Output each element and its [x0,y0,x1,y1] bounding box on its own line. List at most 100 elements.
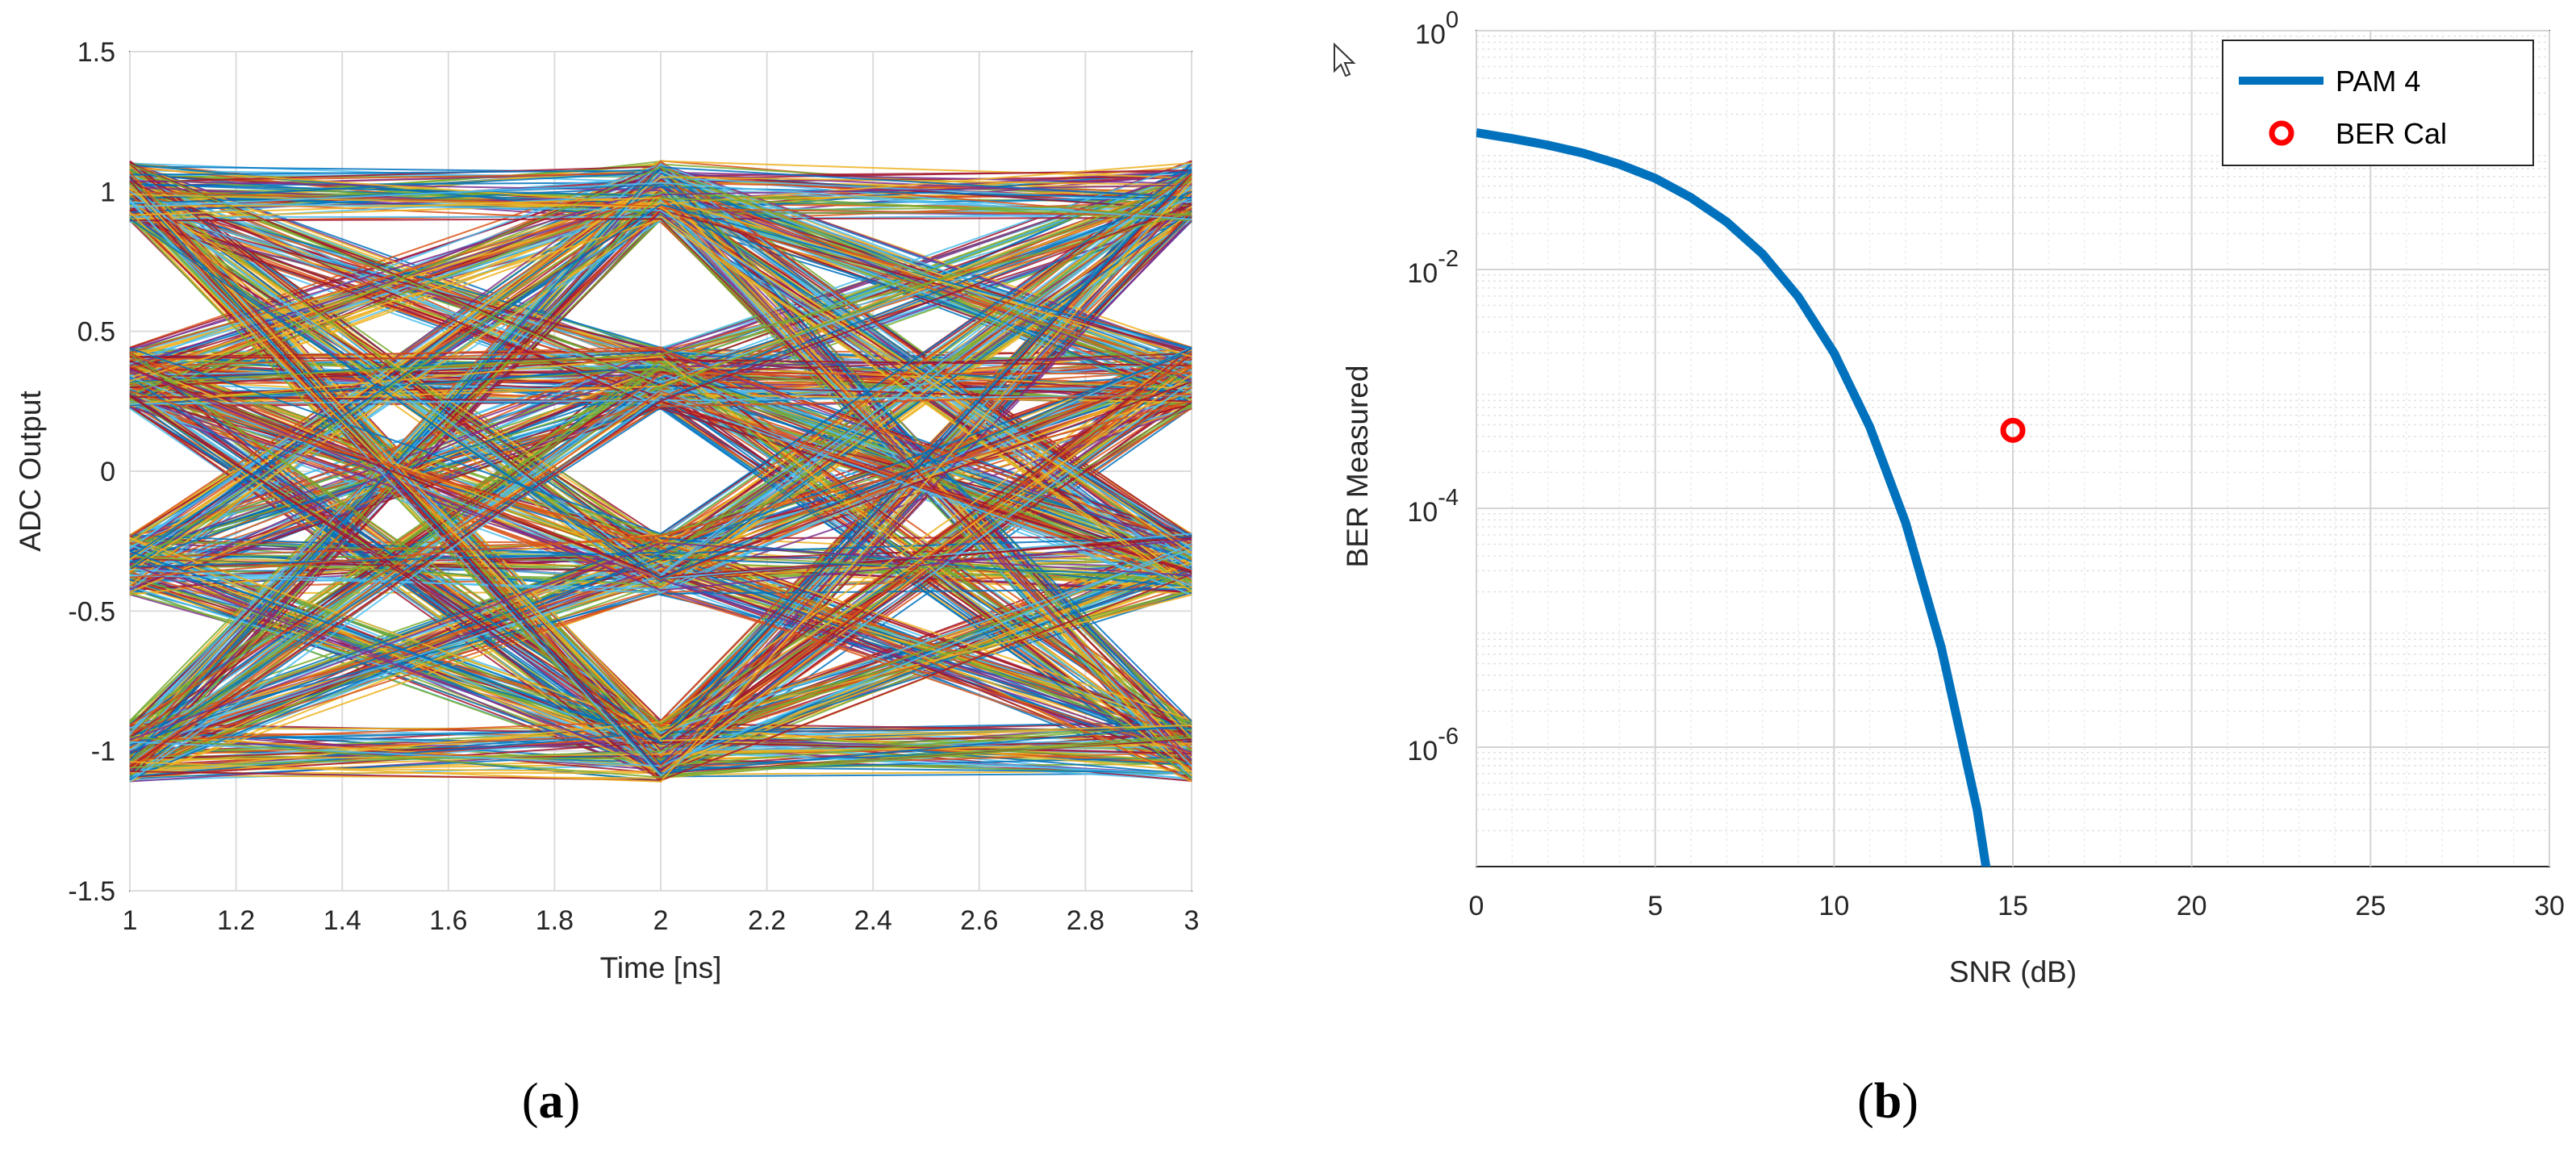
panel-a-eye-trace [129,545,1192,777]
panel-a-eye-trace [129,219,1192,562]
panel-a-eye-trace [129,170,1192,734]
panel-a-xtick-label: 1 [123,905,138,936]
panel-a-eye-trace [129,170,1192,745]
panel-b-ytick-label: 10-6 [1407,724,1459,767]
panel-a-eye-trace [129,346,1192,721]
panel-a-eye-trace [129,366,1192,579]
panel-a-eye-trace [129,547,1192,769]
panel-b-xtick-label: 25 [2355,891,2386,921]
panel-a-eye-trace [129,210,1192,584]
legend-entry-bercal: BER Cal [2336,117,2447,150]
panel-a-eye-trace [129,180,1192,754]
panel-a-xtick-label: 3 [1184,905,1200,936]
panel-a-eye-trace [129,390,1192,766]
panel-b-legend: PAM 4 BER Cal [2222,40,2534,166]
panel-a-eye-trace [129,194,1192,765]
panel-a-chart: 1 1.2 1.4 1.6 1.8 2 2.2 2.4 2.6 2.8 3 -1.5 -1 -0.5 0 0.… [14,37,1199,1129]
panel-a-eye-trace [129,175,1192,751]
mouse-cursor-icon [1334,42,1356,77]
panel-a-eye-trace [129,350,1192,736]
panel-a-ticks: 1 1.2 1.4 1.6 1.8 2 2.2 2.4 2.6 2.8 3 -1.5 -1 -0.5 0 0.… [68,37,1199,936]
panel-a-eye-trace [129,364,1192,763]
panel-a-eye-trace [129,198,1192,777]
panel-b-chart: 0 5 10 15 20 25 30 10-6 10-4 10-2 100 SNR (dB) BER… [1341,7,2565,1129]
panel-a-eye-trace [129,215,1192,593]
panel-a-eye-trace [129,406,1192,779]
panel-a-eye-trace [129,180,1192,765]
legend-entry-pam4: PAM 4 [2336,65,2420,98]
panel-a-eye-trace [129,188,1192,721]
panel-b-grid [1476,30,2550,867]
panel-b-ticks: 0 5 10 15 20 25 30 10-6 10-4 10-2 100 [1407,7,2565,921]
panel-a-eye-trace [129,186,1192,751]
panel-b-xlabel: SNR (dB) [1949,955,2077,988]
panel-a-eye-trace [129,163,1192,389]
panel-a-ytick-label: 1.5 [77,37,115,68]
panel-a-eye-trace [129,181,1192,572]
panel-a-xtick-label: 2.4 [854,905,892,936]
panel-a-eye-trace [129,393,1192,726]
panel-b-ytick-label: 10-2 [1407,246,1459,289]
panel-a-eye-trace [129,174,1192,732]
panel-a-eye-trace [129,728,1192,760]
panel-a-xtick-label: 2.6 [960,905,998,936]
panel-a-eye-trace [129,203,1192,558]
panel-b-xtick-label: 10 [1818,891,1849,921]
panel-a-eye-trace [129,207,1192,750]
panel-a-eye-trace [129,203,1192,768]
panel-a-xtick-label: 2.2 [748,905,786,936]
panel-a-eye-trace [129,353,1192,737]
panel-a-eye-trace [129,537,1192,731]
panel-a-eye-trace [129,181,1192,783]
panel-b-ylabel: BER Measured [1341,366,1374,568]
panel-a-eye-trace [129,191,1192,402]
panel-a-eye-trace [129,397,1192,729]
panel-a-eye-trace [129,168,1192,535]
panel-a-eye-trace [129,742,1192,762]
panel-a-ytick-label: 1 [100,177,115,207]
panel-a-xtick-label: 1.8 [536,905,574,936]
panel-a-eye-trace [129,184,1192,775]
panel-a-eye-trace [129,190,1192,754]
panel-b-bercal-point [2000,417,2026,443]
panel-a-eye-trace [129,180,1192,773]
panel-b-pam4-curve [1476,127,1991,867]
panel-a-caption: (a) [522,1074,580,1129]
panel-a-ytick-label: -0.5 [68,596,115,627]
panel-a-xtick-label: 2.8 [1067,905,1104,936]
panel-a-eye-trace [129,363,1192,564]
panel-a-eye-trace [129,538,1192,781]
panel-a-eye-trace [129,534,1192,767]
panel-a-eye-trace [129,172,1192,575]
panel-a-eye-trace [129,351,1192,568]
panel-b-series [1476,127,2026,867]
panel-a-xlabel: Time [ns] [600,951,722,984]
panel-a-eye-trace [129,349,1192,545]
panel-a-eye-trace [129,381,1192,758]
panel-a-xtick-label: 1.6 [429,905,467,936]
panel-a-ytick-label: -1.5 [68,876,115,907]
panel-a-eye-trace [129,353,1192,725]
panel-a-eye-trace [129,364,1192,590]
panel-a-eye-trace [129,211,1192,739]
panel-a-eye-trace [129,349,1192,774]
panel-a-eye-trace [129,173,1192,545]
panel-a-xtick-label: 1.2 [217,905,255,936]
panel-a-eye-trace [129,736,1192,779]
panel-a-eye-trace [129,180,1192,582]
panel-a-eye-trace [129,184,1192,742]
panel-a-letter: a [539,1074,564,1129]
panel-a-eye-trace [129,573,1192,782]
panel-b-xtick-label: 5 [1647,891,1663,921]
panel-b-letter: b [1874,1074,1902,1129]
panel-a-eye-trace [129,395,1192,783]
panel-b-xtick-label: 15 [1998,891,2028,921]
panel-a-eye-trace [129,211,1192,384]
panel-b-xtick-label: 0 [1469,891,1484,921]
panel-b-caption: (b) [1857,1074,1918,1129]
panel-a-eye-trace [129,218,1192,743]
panel-a-xtick-label: 1.4 [324,905,361,936]
panel-a-ylabel: ADC Output [14,391,47,552]
panel-a-eye-trace [129,201,1192,550]
